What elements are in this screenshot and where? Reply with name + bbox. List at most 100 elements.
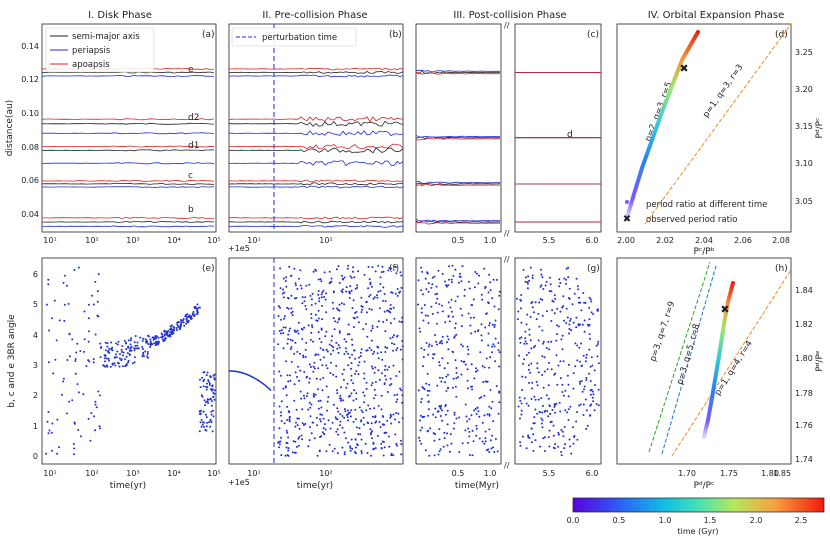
- angle-point: [537, 371, 540, 374]
- angle-point: [493, 345, 496, 348]
- angle-point: [384, 300, 387, 303]
- angle-point: [278, 446, 280, 449]
- angle-point: [201, 376, 203, 379]
- angle-point: [590, 300, 593, 303]
- angle-point: [538, 325, 541, 328]
- angle-point: [522, 362, 525, 365]
- colorbar: 0.0 0.5 1.0 1.5 2.0 2.5 time (Gyr): [567, 497, 825, 536]
- angle-point: [346, 382, 349, 385]
- angle-point: [441, 377, 444, 379]
- angle-point: [550, 420, 553, 423]
- angle-point: [114, 364, 117, 367]
- angle-point: [350, 289, 353, 292]
- angle-point: [381, 265, 384, 268]
- angle-point: [533, 395, 536, 398]
- angle-point: [554, 297, 557, 300]
- angle-point: [550, 320, 553, 322]
- angle-point: [453, 413, 456, 416]
- angle-point: [104, 341, 107, 344]
- angle-point: [492, 278, 495, 281]
- angle-point: [146, 351, 149, 353]
- angle-point: [481, 440, 484, 443]
- angle-point: [477, 410, 480, 413]
- angle-point: [363, 372, 366, 375]
- angle-point: [454, 300, 457, 303]
- angle-point: [372, 352, 374, 355]
- angle-point: [336, 452, 339, 455]
- angle-point: [317, 331, 320, 334]
- angle-point: [371, 266, 374, 269]
- angle-point: [293, 267, 296, 270]
- series-line-apoapsis: [42, 145, 215, 148]
- angle-point: [332, 307, 335, 310]
- angle-point: [322, 356, 325, 359]
- series-line-periapsis: [228, 225, 404, 228]
- angle-point: [279, 374, 282, 377]
- angle-point: [396, 294, 399, 297]
- angle-point: [373, 371, 376, 374]
- angle-point: [388, 445, 391, 448]
- angle-point: [119, 353, 121, 355]
- angle-point: [203, 378, 206, 381]
- angle-point: [309, 406, 312, 409]
- angle-point: [48, 429, 51, 432]
- panel-d-ytick: 3.20: [795, 85, 813, 94]
- angle-point: [585, 379, 588, 381]
- angle-point: [330, 361, 332, 364]
- angle-point: [387, 269, 390, 272]
- angle-point: [420, 307, 423, 310]
- angle-point: [136, 347, 139, 350]
- angle-point: [398, 320, 401, 323]
- planet-label-d1: d1: [188, 141, 199, 151]
- angle-point: [351, 447, 354, 450]
- angle-point: [489, 389, 492, 391]
- angle-point: [213, 377, 216, 380]
- angle-point: [519, 341, 522, 344]
- angle-point: [417, 279, 420, 282]
- angle-point: [212, 396, 215, 399]
- angle-point: [565, 278, 568, 281]
- angle-point: [286, 442, 289, 445]
- angle-point: [83, 350, 85, 353]
- angle-point: [447, 348, 450, 351]
- angle-point: [356, 286, 359, 289]
- angle-point: [497, 412, 500, 415]
- angle-point: [543, 450, 546, 452]
- angle-point: [493, 326, 496, 328]
- panel-a-ylabel: distance(au): [5, 100, 15, 156]
- angle-point: [536, 412, 539, 415]
- angle-point: [355, 426, 358, 429]
- angle-point: [476, 406, 479, 409]
- angle-point: [546, 410, 549, 413]
- angle-point: [559, 377, 562, 380]
- angle-point: [580, 342, 582, 345]
- angle-point: [339, 413, 342, 416]
- angle-point: [552, 434, 555, 437]
- angle-point: [464, 363, 467, 366]
- panel-a-xtick: 10⁵: [207, 236, 220, 245]
- angle-point: [517, 405, 520, 408]
- angle-point: [588, 296, 591, 299]
- angle-point: [314, 313, 317, 316]
- angle-point: [338, 303, 341, 306]
- angle-point: [527, 275, 530, 278]
- angle-point: [145, 341, 147, 344]
- angle-point: [285, 446, 288, 449]
- panel-g-xlabel: time(Myr): [455, 481, 499, 491]
- angle-point: [185, 317, 188, 320]
- angle-point: [336, 407, 339, 410]
- angle-point: [205, 416, 208, 419]
- angle-point: [524, 340, 527, 343]
- angle-point: [76, 342, 79, 345]
- angle-point: [302, 356, 305, 359]
- angle-point: [589, 414, 592, 417]
- angle-point: [566, 411, 569, 414]
- angle-point: [309, 415, 312, 418]
- angle-point: [443, 431, 446, 434]
- angle-point: [420, 311, 423, 314]
- angle-point: [106, 342, 109, 345]
- angle-point: [526, 287, 529, 290]
- angle-point: [389, 416, 392, 419]
- angle-point: [570, 452, 573, 455]
- angle-point: [428, 383, 431, 386]
